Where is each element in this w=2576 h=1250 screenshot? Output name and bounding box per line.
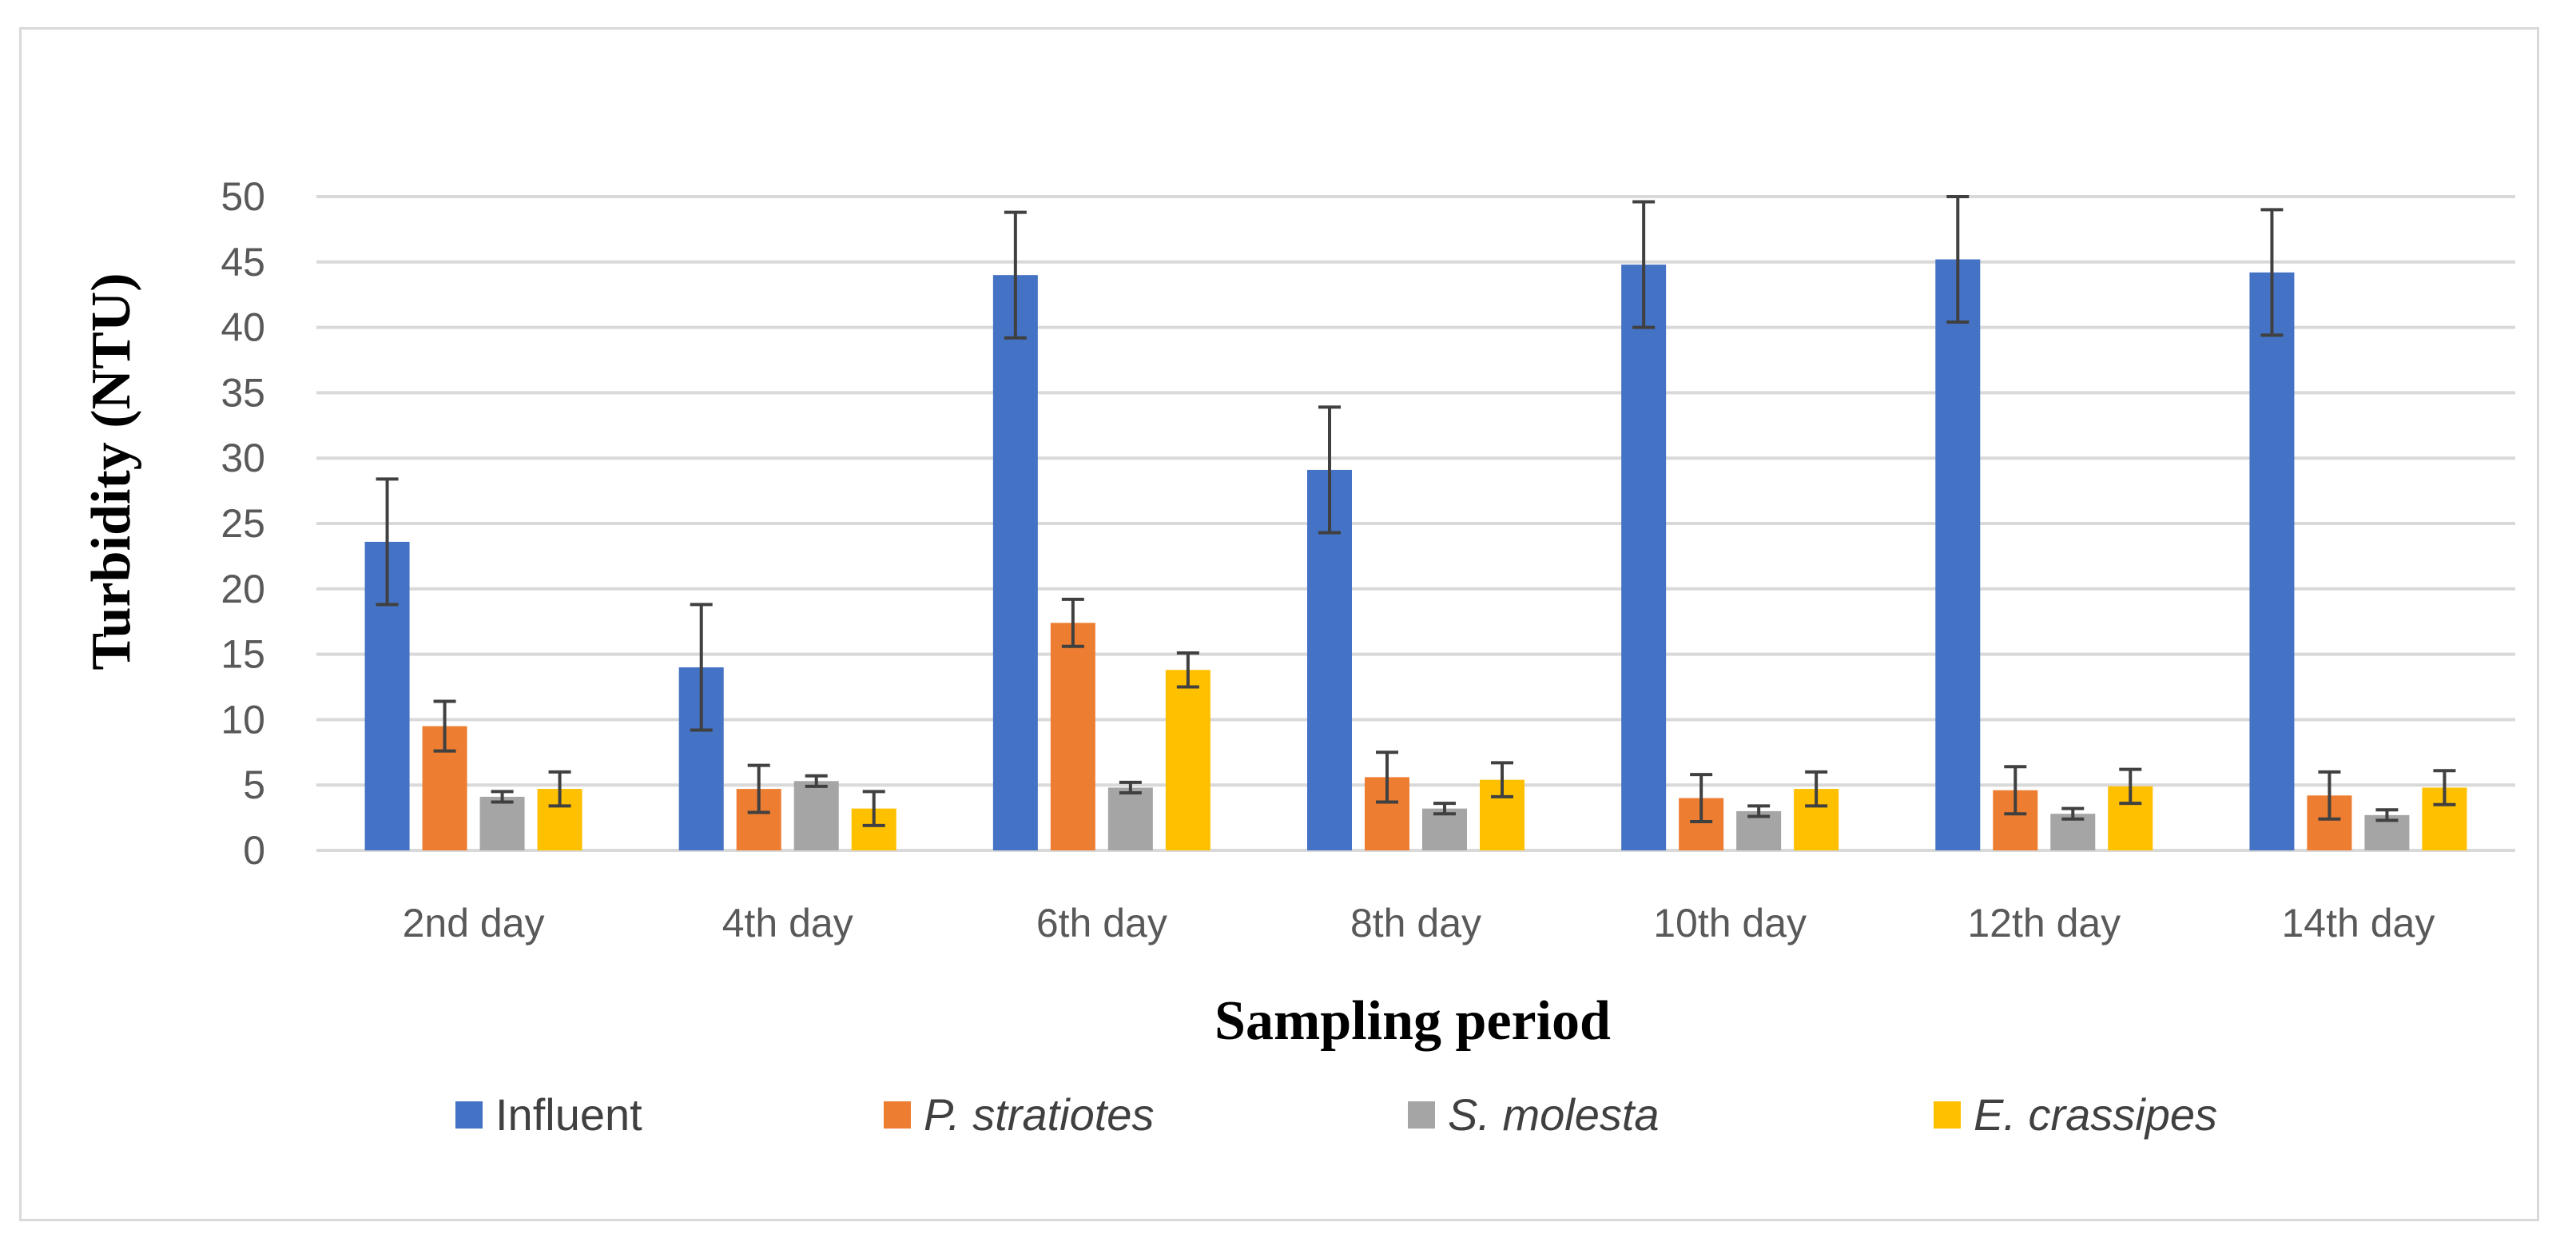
error-bar xyxy=(433,699,456,753)
x-tick-label: 12th day xyxy=(1967,901,2121,945)
y-tick-label: 25 xyxy=(221,501,265,546)
x-tick-label: 8th day xyxy=(1350,901,1481,945)
y-tick-label: 0 xyxy=(243,828,265,873)
y-tick-label: 20 xyxy=(221,567,265,611)
y-tick-label: 30 xyxy=(221,436,265,480)
legend-label: P. stratiotes xyxy=(924,1089,1154,1140)
x-tick-label: 2nd day xyxy=(403,901,545,945)
legend-item: P. stratiotes xyxy=(884,1089,1154,1140)
bar xyxy=(1165,670,1210,850)
legend-item: S. molesta xyxy=(1408,1089,1660,1140)
bar xyxy=(793,781,839,850)
error-bar xyxy=(1491,761,1513,798)
error-bar xyxy=(747,763,770,814)
legend-label: Influent xyxy=(495,1089,642,1140)
y-axis-ticks: 0 5 10 15 20 25 30 35 40 45 50 xyxy=(221,174,265,873)
error-bars xyxy=(376,195,2456,827)
x-tick-label: 6th day xyxy=(1036,901,1167,945)
error-bar xyxy=(1690,773,1713,824)
legend: Influent P. stratiotes S. molesta E. crassi… xyxy=(455,1089,2217,1140)
legend-item: E. crassipes xyxy=(1934,1089,2217,1140)
y-tick-label: 5 xyxy=(243,762,265,807)
error-bar xyxy=(2119,767,2142,806)
error-bar xyxy=(805,774,828,788)
error-bar xyxy=(1176,651,1199,689)
error-bar xyxy=(1747,804,1771,818)
error-bar xyxy=(2260,208,2284,337)
error-bar xyxy=(2318,770,2341,821)
error-bar xyxy=(862,790,885,827)
error-bar xyxy=(1004,210,1027,340)
error-bar xyxy=(1946,195,1970,324)
error-bar xyxy=(2061,806,2085,821)
legend-swatch xyxy=(455,1101,483,1129)
legend-label: S. molesta xyxy=(1448,1089,1660,1140)
error-bar xyxy=(376,477,399,607)
y-tick-label: 40 xyxy=(221,305,265,350)
bar xyxy=(992,275,1038,850)
error-bar xyxy=(1119,780,1142,795)
x-axis-title: Sampling period xyxy=(1214,990,1611,1052)
gridlines xyxy=(316,195,2515,852)
error-bar xyxy=(1433,802,1456,816)
bar xyxy=(1621,265,1667,850)
y-tick-label: 15 xyxy=(221,632,265,677)
error-bar xyxy=(2433,769,2456,806)
legend-item: Influent xyxy=(455,1089,642,1140)
bar xyxy=(479,796,525,850)
bar xyxy=(1050,623,1095,850)
x-tick-label: 10th day xyxy=(1653,901,1807,945)
bar xyxy=(1107,787,1153,850)
error-bar xyxy=(2375,808,2399,822)
error-bar xyxy=(1318,405,1341,535)
x-axis-ticks: 2nd day 4th day 6th day 8th day 10th day 12th… xyxy=(403,901,2435,945)
error-bar xyxy=(1632,200,1656,329)
bar xyxy=(1935,259,1981,850)
error-bar xyxy=(2004,765,2027,816)
x-tick-label: 14th day xyxy=(2282,901,2435,945)
y-tick-label: 10 xyxy=(221,697,265,742)
chart-frame xyxy=(19,27,2539,1221)
bars xyxy=(364,259,2467,850)
bar xyxy=(2249,272,2295,850)
bar xyxy=(1422,808,1467,850)
error-bar xyxy=(1061,597,1084,648)
legend-swatch xyxy=(1934,1101,1961,1129)
y-axis-title: Turbidity (NTU) xyxy=(81,273,142,670)
legend-swatch xyxy=(1408,1101,1435,1129)
error-bar xyxy=(690,603,713,732)
legend-swatch xyxy=(884,1101,911,1129)
legend-label: E. crassipes xyxy=(1974,1089,2217,1140)
error-bar xyxy=(1805,770,1828,808)
y-tick-label: 35 xyxy=(221,370,265,415)
x-tick-label: 4th day xyxy=(722,901,853,945)
y-tick-label: 45 xyxy=(221,240,265,285)
error-bar xyxy=(491,790,514,804)
error-bar xyxy=(548,770,571,808)
error-bar xyxy=(1376,750,1398,804)
y-tick-label: 50 xyxy=(221,174,265,219)
